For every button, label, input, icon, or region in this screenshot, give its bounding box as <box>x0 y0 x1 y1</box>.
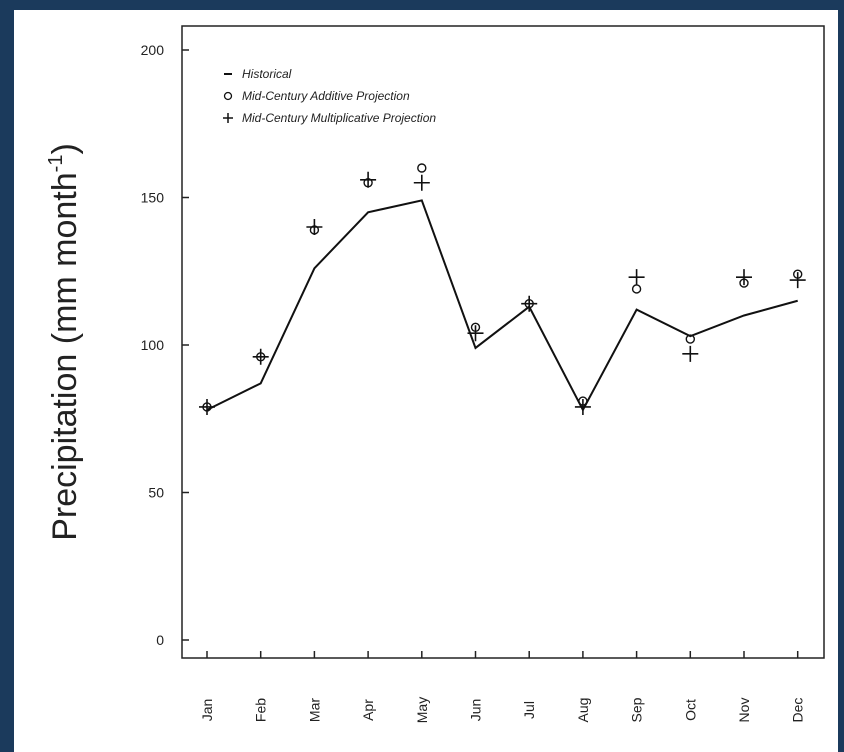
multiplicative-point <box>306 219 323 235</box>
x-tick-label: Dec <box>790 698 806 723</box>
multiplicative-point <box>736 269 752 286</box>
legend: Historical Mid-Century Additive Projectio… <box>223 67 436 125</box>
x-tick-label: Sep <box>629 697 645 722</box>
multiplicative-point <box>682 345 699 362</box>
precipitation-chart: 0 50 100 150 200 Jan Feb Mar Apr May Jun Jul Aug Sep… <box>45 25 825 723</box>
y-axis: 0 50 100 150 200 <box>141 42 189 648</box>
plot-area <box>181 25 825 659</box>
chart-frame: 0 50 100 150 200 Jan Feb Mar Apr May Jun Jul Aug Sep… <box>14 10 838 752</box>
x-tick-label: Jun <box>468 699 484 722</box>
x-tick-label: Jul <box>521 701 537 719</box>
x-tick-label: Aug <box>575 698 591 723</box>
multiplicative-point <box>467 325 484 342</box>
x-tick-label: Apr <box>360 699 376 721</box>
multiplicative-point <box>413 174 430 191</box>
y-tick-label: 150 <box>141 190 165 206</box>
x-tick-label: Mar <box>306 698 322 722</box>
legend-label: Historical <box>242 67 292 81</box>
x-tick-label: Jan <box>199 699 215 722</box>
multiplicative-point <box>789 272 806 289</box>
y-axis-label-close: ) <box>46 143 84 154</box>
y-axis-label-main: Precipitation (mm month <box>46 172 84 540</box>
legend-label: Mid-Century Multiplicative Projection <box>242 111 436 125</box>
legend-label: Mid-Century Additive Projection <box>242 89 410 103</box>
x-tick-label: Oct <box>682 699 698 721</box>
y-axis-label-superscript: -1 <box>45 155 67 173</box>
multiplicative-point <box>574 398 591 415</box>
x-tick-label: Feb <box>253 698 269 722</box>
additive-point <box>685 334 695 344</box>
y-tick-label: 200 <box>141 42 165 58</box>
y-tick-label: 50 <box>148 485 164 501</box>
series-layer <box>199 163 806 415</box>
multiplicative-point <box>199 398 215 415</box>
x-axis: Jan Feb Mar Apr May Jun Jul Aug Sep Oct Nov Dec <box>199 651 806 723</box>
multiplicative-point <box>628 269 645 286</box>
multiplicative-point <box>252 348 269 365</box>
multiplicative-point <box>360 171 377 188</box>
legend-circle-swatch <box>223 91 233 101</box>
series-mid-century-multiplicative-projection <box>199 171 806 415</box>
historical-line <box>206 199 798 413</box>
x-tick-label: May <box>414 697 430 723</box>
multiplicative-point <box>521 295 538 312</box>
legend-plus-swatch <box>223 113 233 123</box>
x-tick-label: Nov <box>736 698 752 723</box>
additive-point <box>417 163 427 173</box>
series-historical <box>206 199 798 413</box>
y-tick-label: 100 <box>141 337 165 353</box>
y-tick-label: 0 <box>156 632 164 648</box>
y-axis-label: Precipitation (mm month-1) <box>45 143 84 541</box>
